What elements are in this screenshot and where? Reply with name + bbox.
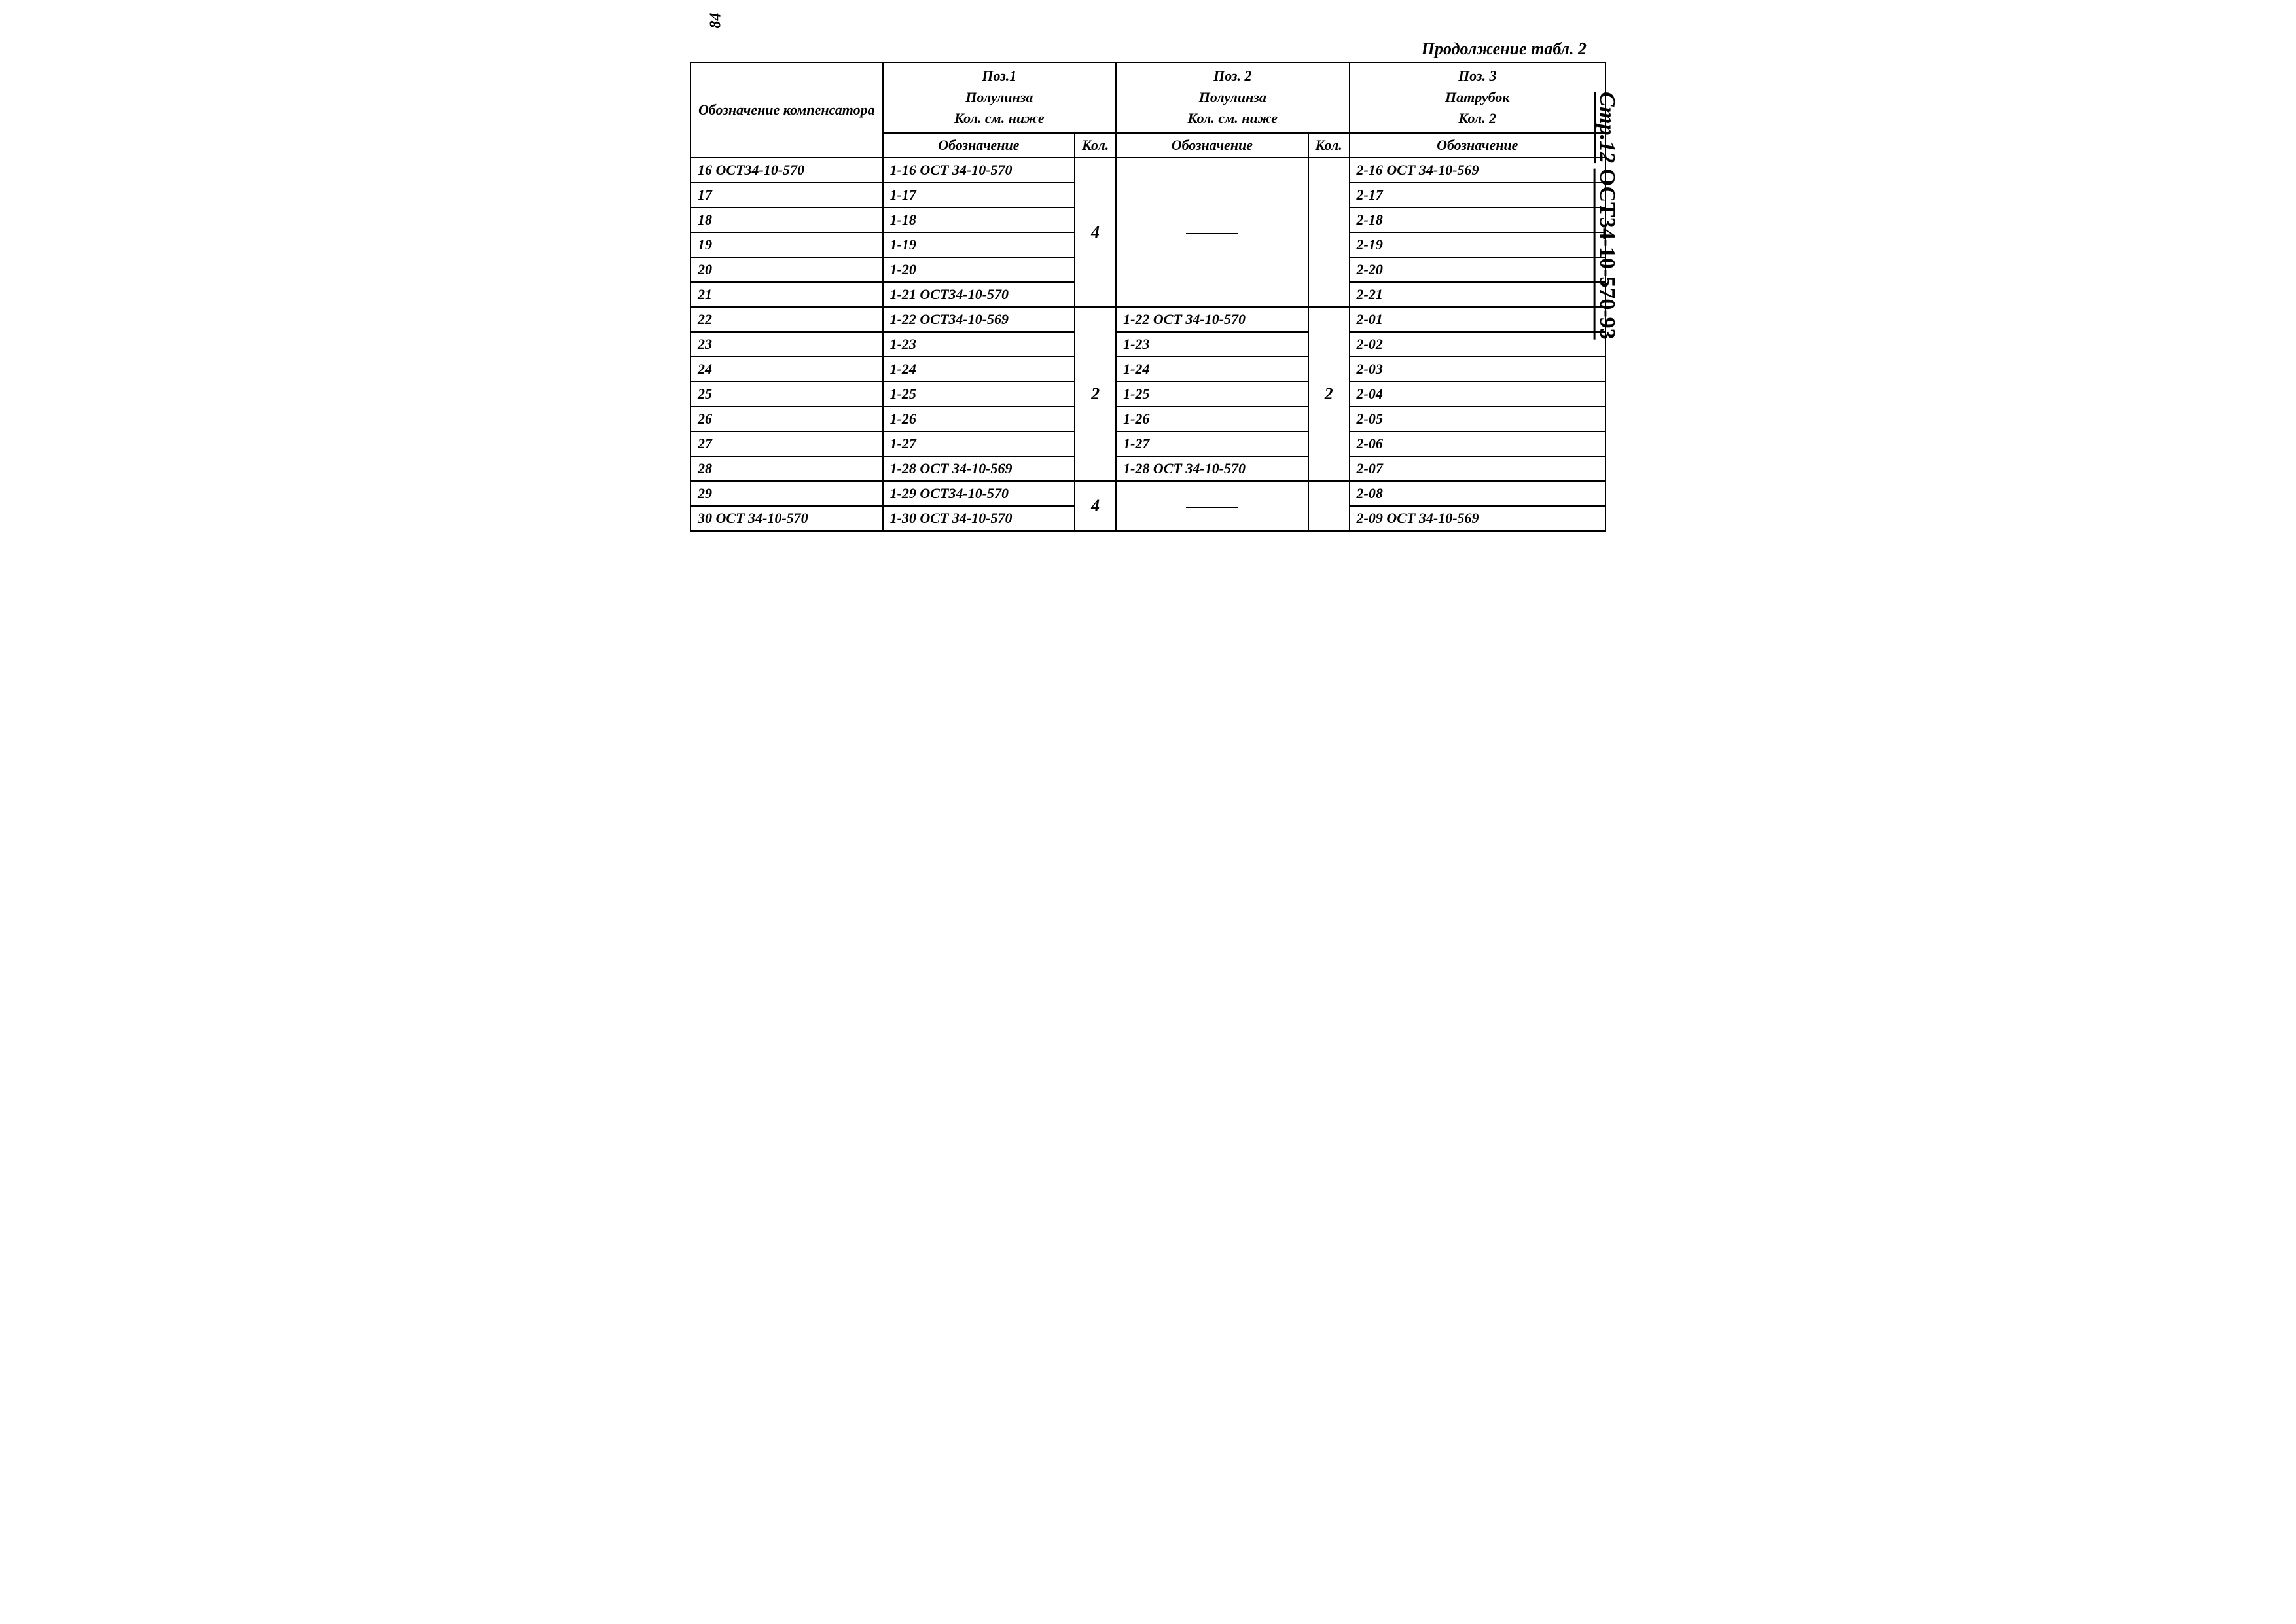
table-cell: 1-26 [883, 406, 1075, 431]
table-cell: 27 [691, 431, 883, 456]
table-cell: 1-23 [1116, 332, 1308, 357]
table-cell: 4 [1075, 481, 1116, 531]
table-cell: 2-03 [1350, 357, 1605, 382]
table-cell: 2-01 [1350, 307, 1605, 332]
table-cell-dash [1116, 158, 1308, 307]
table-cell: 23 [691, 332, 883, 357]
table-cell: 2-09 ОСТ 34-10-569 [1350, 506, 1605, 531]
th-pos1: Поз.1 Полулинза Кол. см. ниже [883, 62, 1116, 133]
table-cell: 1-18 [883, 208, 1075, 232]
side-ost: ОСТ34-10-570-93 [1595, 169, 1619, 340]
table-cell: 1-28 ОСТ 34-10-569 [883, 456, 1075, 481]
table-cell: 1-17 [883, 183, 1075, 208]
table-cell: 2-20 [1350, 257, 1605, 282]
table-row: 291-29 ОСТ34-10-57042-08 [691, 481, 1605, 506]
table-cell: 1-16 ОСТ 34-10-570 [883, 158, 1075, 183]
th-p3-designation: Обозначение [1350, 133, 1605, 158]
table-cell: 25 [691, 382, 883, 406]
table-cell: 19 [691, 232, 883, 257]
table-cell: 16 ОСТ34-10-570 [691, 158, 883, 183]
table-cell: 2-07 [1350, 456, 1605, 481]
th-p2-qty: Кол. [1308, 133, 1350, 158]
table-cell: 1-21 ОСТ34-10-570 [883, 282, 1075, 307]
table-cell: 1-26 [1116, 406, 1308, 431]
table-cell: 2-16 ОСТ 34-10-569 [1350, 158, 1605, 183]
table-cell: 1-23 [883, 332, 1075, 357]
table-cell: 1-20 [883, 257, 1075, 282]
table-cell: 1-25 [1116, 382, 1308, 406]
table-cell: 20 [691, 257, 883, 282]
table-row: 241-241-242-03 [691, 357, 1605, 382]
table-cell: 29 [691, 481, 883, 506]
table-row: 251-251-252-04 [691, 382, 1605, 406]
table-cell [1308, 158, 1350, 307]
table-cell: 21 [691, 282, 883, 307]
table-caption: Продолжение табл. 2 [690, 39, 1587, 59]
table-cell: 24 [691, 357, 883, 382]
table-cell: 2-06 [1350, 431, 1605, 456]
table-cell: 4 [1075, 158, 1116, 307]
table-cell: 28 [691, 456, 883, 481]
table-cell: 18 [691, 208, 883, 232]
th-designation: Обозначение компенсатора [691, 62, 883, 158]
table-cell: 2-02 [1350, 332, 1605, 357]
table-cell: 17 [691, 183, 883, 208]
table-cell: 1-25 [883, 382, 1075, 406]
table-row: 16 ОСТ34-10-5701-16 ОСТ 34-10-57042-16 О… [691, 158, 1605, 183]
table-cell: 30 ОСТ 34-10-570 [691, 506, 883, 531]
table-cell: 1-28 ОСТ 34-10-570 [1116, 456, 1308, 481]
table-cell: 2-21 [1350, 282, 1605, 307]
table-cell-dash [1116, 481, 1308, 531]
table-row: 281-28 ОСТ 34-10-569 1-28 ОСТ 34-10-570 2-… [691, 456, 1605, 481]
table-cell: 1-22 ОСТ 34-10-570 [1116, 307, 1308, 332]
table-cell: 22 [691, 307, 883, 332]
table-cell: 2-19 [1350, 232, 1605, 257]
specification-table: Обозначение компенсатора Поз.1 Полулинза… [690, 62, 1606, 532]
page-number-rotated: 84 [708, 13, 725, 29]
table-cell: 1-27 [1116, 431, 1308, 456]
table-row: 231-231-232-02 [691, 332, 1605, 357]
table-cell: 1-29 ОСТ34-10-570 [883, 481, 1075, 506]
table-cell: 1-30 ОСТ 34-10-570 [883, 506, 1075, 531]
table-row: 221-22 ОСТ34-10-56921-22 ОСТ 34-10-57022… [691, 307, 1605, 332]
th-p1-designation: Обозначение [883, 133, 1075, 158]
side-standard-label: Стр.12 ОСТ34-10-570-93 [1594, 92, 1619, 340]
table-cell: 1-24 [883, 357, 1075, 382]
table-cell: 2 [1075, 307, 1116, 481]
table-cell: 1-27 [883, 431, 1075, 456]
table-cell: 2-17 [1350, 183, 1605, 208]
table-cell: 2-18 [1350, 208, 1605, 232]
side-str: Стр.12 [1595, 92, 1619, 163]
table-cell: 26 [691, 406, 883, 431]
table-body: 16 ОСТ34-10-5701-16 ОСТ 34-10-57042-16 О… [691, 158, 1605, 531]
table-row: 261-261-262-05 [691, 406, 1605, 431]
table-cell [1308, 481, 1350, 531]
table-cell: 2-04 [1350, 382, 1605, 406]
th-pos2: Поз. 2 Полулинза Кол. см. ниже [1116, 62, 1349, 133]
table-cell: 2 [1308, 307, 1350, 481]
th-p1-qty: Кол. [1075, 133, 1116, 158]
table-cell: 1-19 [883, 232, 1075, 257]
table-cell: 1-22 ОСТ34-10-569 [883, 307, 1075, 332]
th-p2-designation: Обозначение [1116, 133, 1308, 158]
table-cell: 2-05 [1350, 406, 1605, 431]
table-cell: 1-24 [1116, 357, 1308, 382]
table-cell: 2-08 [1350, 481, 1605, 506]
table-row: 271-271-272-06 [691, 431, 1605, 456]
th-pos3: Поз. 3 Патрубок Кол. 2 [1350, 62, 1605, 133]
